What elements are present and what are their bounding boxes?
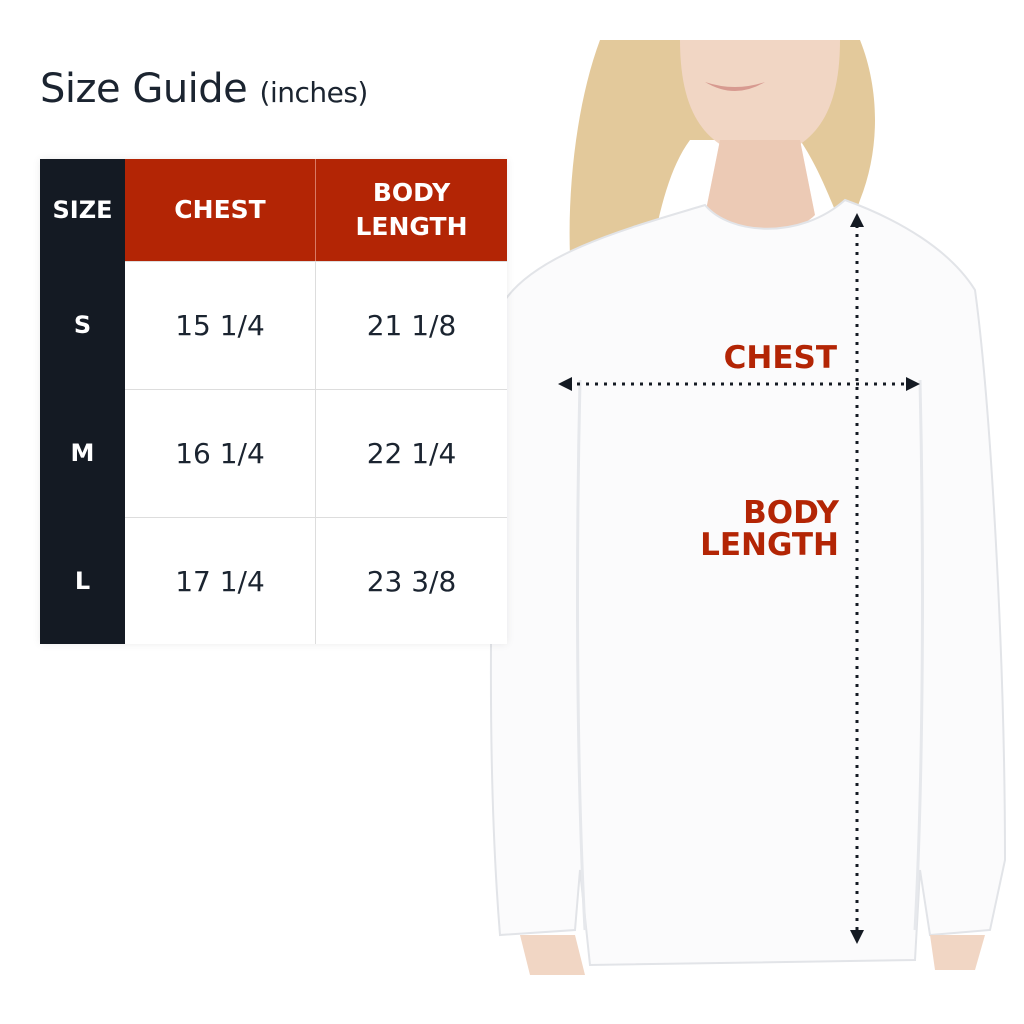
row-chest: 15 1/4 — [125, 261, 315, 389]
row-body-length: 21 1/8 — [315, 261, 507, 389]
header-chest: CHEST — [125, 159, 315, 261]
header-body-line1: BODY — [372, 178, 451, 207]
row-chest: 17 1/4 — [125, 517, 315, 644]
title-text: Size Guide — [40, 66, 248, 112]
body-label-line2: LENGTH — [700, 527, 839, 563]
size-table: SIZE CHEST BODY LENGTH S 15 1/4 21 1/8 M… — [40, 159, 507, 644]
row-size: M — [40, 389, 125, 517]
row-size: S — [40, 261, 125, 389]
row-body-length: 23 3/8 — [315, 517, 507, 644]
header-body-length: BODY LENGTH — [315, 159, 507, 261]
header-size: SIZE — [40, 159, 125, 261]
row-size: L — [40, 517, 125, 644]
row-body-length: 22 1/4 — [315, 389, 507, 517]
body-length-label: BODY LENGTH — [660, 497, 839, 561]
title-unit: (inches) — [259, 76, 369, 109]
page-title: Size Guide (inches) — [40, 66, 368, 112]
chest-label: CHEST — [723, 340, 837, 376]
header-body-line2: LENGTH — [355, 212, 468, 241]
row-chest: 16 1/4 — [125, 389, 315, 517]
body-label-line1: BODY — [743, 495, 839, 531]
